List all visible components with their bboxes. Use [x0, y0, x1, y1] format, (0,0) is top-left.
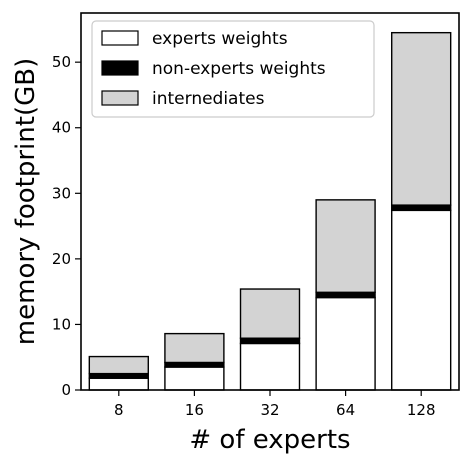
legend-label-non-experts-weights: non-experts weights — [152, 59, 326, 79]
x-tick-label: 64 — [336, 401, 355, 419]
bar-segment-non-experts-weights-32 — [239, 337, 301, 345]
bar-segment-internediates-16 — [164, 332, 225, 364]
bar-segment-experts-weights-128 — [391, 209, 452, 391]
legend-box — [91, 20, 375, 118]
x-axis-title: # of experts — [189, 425, 350, 455]
legend-swatch-internediates — [101, 90, 139, 106]
legend-label-experts-weights: experts weights — [152, 29, 288, 49]
bar-segment-internediates-128 — [391, 31, 452, 206]
bar-segment-non-experts-weights-64 — [315, 291, 376, 299]
x-tick-label: 16 — [185, 401, 204, 419]
legend-swatch-experts-weights — [101, 30, 139, 46]
x-tick-label: 8 — [114, 401, 124, 419]
bar-segment-experts-weights-8 — [88, 377, 149, 391]
y-tick-label: 40 — [52, 119, 71, 137]
legend-label-internediates: internediates — [152, 89, 265, 109]
y-tick-label: 0 — [61, 381, 71, 399]
y-axis-title: memory footprint(GB) — [11, 58, 41, 345]
bar-segment-internediates-8 — [88, 355, 149, 375]
bar-segment-non-experts-weights-128 — [391, 204, 452, 212]
legend: experts weights non-experts weights intern… — [91, 20, 375, 118]
x-tick-label: 32 — [260, 401, 279, 419]
y-tick-label: 10 — [52, 315, 71, 333]
bar-segment-internediates-64 — [315, 199, 376, 294]
x-axis: 8 16 32 64 128 — [114, 390, 436, 419]
y-tick-label: 50 — [52, 53, 71, 71]
legend-swatch-non-experts-weights — [101, 60, 139, 76]
bar-segment-experts-weights-32 — [239, 342, 301, 391]
y-tick-label: 20 — [52, 250, 71, 268]
bar-segment-experts-weights-64 — [315, 296, 376, 391]
bar-segment-experts-weights-16 — [164, 366, 225, 391]
y-axis: 0 10 20 30 40 50 — [52, 53, 81, 399]
x-tick-label: 128 — [407, 401, 436, 419]
bars-layer — [88, 31, 452, 391]
bar-segment-internediates-32 — [239, 288, 301, 339]
y-tick-label: 30 — [52, 184, 71, 202]
